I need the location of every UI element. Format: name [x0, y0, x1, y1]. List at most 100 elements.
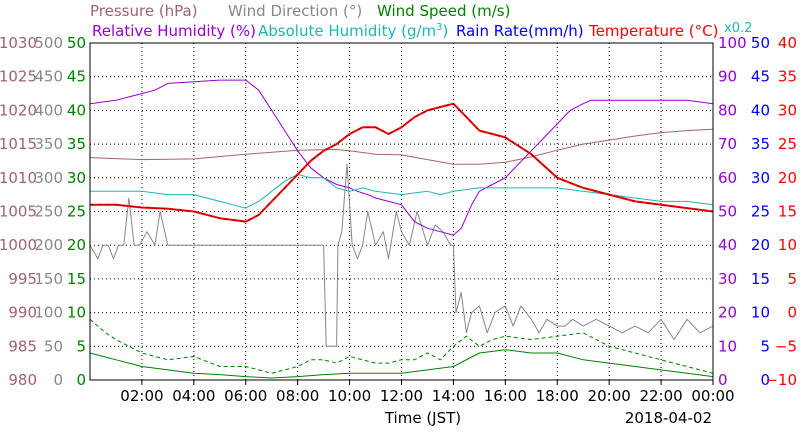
legend-relative-humidity: Relative Humidity (%)	[92, 22, 256, 40]
series-relative-humidity-line	[89, 79, 714, 236]
y-tick-wind-direction: 400	[34, 101, 63, 119]
x-tick-label: 22:00	[639, 387, 682, 405]
y-tick-humidity: 100	[718, 34, 747, 52]
x-tick-label: 08:00	[276, 387, 319, 405]
y-tick-wind-speed: 50	[67, 34, 86, 52]
y-tick-humidity: 10	[718, 337, 737, 355]
y-tick-temperature: 5	[787, 270, 797, 288]
y-tick-wind-direction: 350	[34, 135, 63, 153]
x-axis-title: Time (JST)	[384, 409, 461, 427]
legend-absolute-humidity-text: Absolute Humidity (g/m	[258, 22, 436, 40]
legend-absolute-humidity: Absolute Humidity (g/m3)	[258, 22, 448, 40]
y-tick-rain-rate: 35	[751, 135, 770, 153]
y-tick-wind-direction: 300	[34, 169, 63, 187]
y-tick-wind-direction: 200	[34, 236, 63, 254]
y-tick-pressure: 995	[8, 270, 37, 288]
legend-pressure: Pressure (hPa)	[90, 2, 198, 20]
y-tick-temperature: 10	[778, 236, 797, 254]
y-tick-temperature: 25	[778, 135, 797, 153]
y-tick-wind-direction: 450	[34, 68, 63, 86]
y-tick-humidity: 20	[718, 304, 737, 322]
series-wind-speed-line	[89, 349, 714, 379]
y-tick-humidity: 90	[718, 68, 737, 86]
y-tick-wind-speed: 20	[67, 236, 86, 254]
y-tick-pressure: 1000	[0, 236, 37, 254]
x-tick-label: 16:00	[484, 387, 527, 405]
y-tick-rain-rate: 30	[751, 169, 770, 187]
y-tick-pressure: 1005	[0, 203, 37, 221]
y-tick-pressure: 1010	[0, 169, 37, 187]
y-tick-wind-speed: 0	[76, 371, 86, 389]
y-tick-wind-speed: 35	[67, 135, 86, 153]
y-tick-rain-rate: 10	[751, 304, 770, 322]
y-tick-pressure: 1030	[0, 34, 37, 52]
y-tick-humidity: 30	[718, 270, 737, 288]
y-tick-temperature: 30	[778, 101, 797, 119]
y-tick-wind-direction: 50	[44, 337, 63, 355]
y-tick-wind-speed: 45	[67, 68, 86, 86]
x-tick-label: 06:00	[224, 387, 267, 405]
legend-temperature: Temperature (°C)	[588, 22, 718, 40]
y-tick-rain-rate: 25	[751, 203, 770, 221]
series-wind-direction-line	[89, 163, 714, 347]
y-tick-rain-rate: 50	[751, 34, 770, 52]
y-tick-rain-rate: 40	[751, 101, 770, 119]
y-tick-wind-speed: 25	[67, 203, 86, 221]
y-tick-pressure: 1025	[0, 68, 37, 86]
x-tick-label: 02:00	[120, 387, 163, 405]
y-tick-wind-direction: 100	[34, 304, 63, 322]
y-tick-temperature: −10	[765, 371, 797, 389]
y-tick-humidity: 80	[718, 101, 737, 119]
y-tick-wind-direction: 0	[53, 371, 63, 389]
x-tick-label: 04:00	[172, 387, 215, 405]
series-layer	[89, 79, 714, 379]
y-tick-rain-rate: 20	[751, 236, 770, 254]
series-pressure-line	[89, 128, 714, 165]
legend-absolute-humidity-close: )	[443, 22, 449, 40]
y-tick-pressure: 1015	[0, 135, 37, 153]
y-tick-wind-direction: 150	[34, 270, 63, 288]
y-tick-wind-speed: 5	[76, 337, 86, 355]
y-tick-temperature: 40	[778, 34, 797, 52]
legend-wind-speed: Wind Speed (m/s)	[377, 2, 510, 20]
legend-rain-rate: Rain Rate(mm/h)	[456, 22, 584, 40]
y-tick-wind-direction: 500	[34, 34, 63, 52]
y-tick-rain-rate: 15	[751, 270, 770, 288]
y-tick-humidity: 40	[718, 236, 737, 254]
y-tick-wind-speed: 40	[67, 101, 86, 119]
y-tick-humidity: 50	[718, 203, 737, 221]
y-tick-pressure: 985	[8, 337, 37, 355]
y-tick-rain-rate: 45	[751, 68, 770, 86]
legend-absolute-humidity-sup: 3	[436, 22, 442, 33]
x-tick-label: 12:00	[380, 387, 423, 405]
y-tick-humidity: 60	[718, 169, 737, 187]
plot-frame	[89, 42, 714, 381]
y-tick-wind-direction: 250	[34, 203, 63, 221]
y-tick-temperature: 35	[778, 68, 797, 86]
axis-labels: 9809859909951000100510101015102010251030…	[0, 34, 797, 405]
legend-wind-direction: Wind Direction (°)	[228, 2, 362, 20]
y-tick-temperature: 0	[787, 304, 797, 322]
y-tick-wind-speed: 30	[67, 169, 86, 187]
y-tick-pressure: 980	[8, 371, 37, 389]
y-tick-wind-speed: 10	[67, 304, 86, 322]
y-tick-humidity: 70	[718, 135, 737, 153]
series-wind-speed-gust-line	[89, 318, 714, 374]
x-tick-label: 20:00	[588, 387, 631, 405]
y-tick-temperature: −5	[775, 337, 797, 355]
y-tick-pressure: 990	[8, 304, 37, 322]
y-tick-temperature: 20	[778, 169, 797, 187]
series-absolute-humidity-line	[90, 173, 714, 209]
y-tick-rain-rate: 5	[760, 337, 770, 355]
date-label: 2018-04-02	[625, 409, 712, 427]
series-temperature-dewpoint-line	[90, 103, 714, 223]
x-tick-label: 14:00	[432, 387, 475, 405]
y-tick-pressure: 1020	[0, 101, 37, 119]
y-tick-temperature: 15	[778, 203, 797, 221]
x-tick-label: 00:00	[691, 387, 734, 405]
y-tick-rain-rate: 0	[760, 371, 770, 389]
legend-abs-scale-note: x0.2	[724, 21, 752, 36]
x-tick-label: 18:00	[536, 387, 579, 405]
